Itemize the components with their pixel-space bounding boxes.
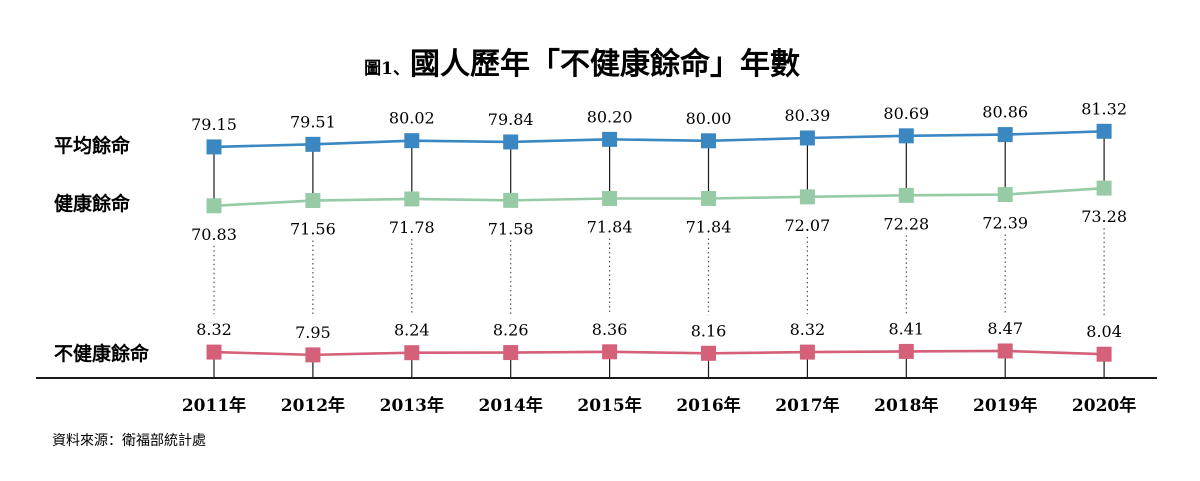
marker-1-2017年 (799, 189, 815, 205)
data-label-0-2017年: 80.39 (784, 106, 830, 125)
marker-2-2018年 (898, 343, 914, 359)
marker-2-2017年 (799, 344, 815, 360)
marker-1-2012年 (305, 193, 321, 209)
x-tick-label-2013年: 2013年 (380, 395, 444, 416)
value-labels: 79.15 79.51 80.02 79.84 80.20 80.00 80.39 80.69… (191, 99, 1127, 342)
marker-2-2016年 (701, 345, 716, 361)
marker-1-2014年 (503, 192, 519, 208)
marker-0-2013年 (404, 133, 420, 149)
series-name-0: 平均餘命 (54, 134, 131, 157)
marker-1-2011年 (206, 198, 222, 214)
data-label-0-2015年: 80.20 (587, 107, 633, 126)
marker-1-2019年 (997, 187, 1013, 203)
data-label-0-2019年: 80.86 (982, 103, 1028, 122)
x-tick-label-2014年: 2014年 (479, 395, 543, 416)
marker-0-2012年 (305, 136, 321, 152)
data-label-1-2017年: 72.07 (784, 216, 830, 235)
marker-0-2016年 (701, 133, 716, 149)
data-label-2-2019年: 8.47 (987, 319, 1023, 338)
data-label-1-2016年: 71.84 (686, 218, 732, 237)
marker-1-2020年 (1096, 180, 1112, 196)
data-label-1-2019年: 72.39 (982, 214, 1028, 233)
chart-title: 國人歷年「不健康餘命」年數 (410, 47, 800, 82)
series-line-2 (213, 349, 1105, 357)
marker-0-2015年 (602, 131, 618, 147)
marker-0-2020年 (1096, 123, 1112, 139)
marker-0-2014年 (503, 134, 519, 150)
marker-1-2018年 (898, 187, 914, 203)
series-name-1: 健康餘命 (54, 192, 131, 215)
marker-0-2017年 (799, 130, 815, 146)
x-tick-label-2020年: 2020年 (1072, 395, 1136, 416)
data-label-0-2011年: 79.15 (191, 115, 237, 134)
source-note: 資料來源：衛福部統計處 (52, 433, 206, 449)
data-label-0-2020年: 81.32 (1081, 99, 1127, 118)
data-label-2-2012年: 7.95 (295, 323, 331, 342)
data-label-0-2012年: 79.51 (290, 112, 336, 131)
marker-0-2019年 (997, 127, 1013, 143)
data-label-2-2017年: 8.32 (790, 320, 826, 339)
x-tick-label-2018年: 2018年 (874, 395, 938, 416)
series-line-0 (213, 129, 1105, 149)
marker-2-2019年 (997, 343, 1013, 359)
series-line-1 (213, 186, 1105, 208)
x-axis-tick-labels: 2011年 2012年 2013年 2014年 2015年 2016年 2017年 2018年… (182, 395, 1136, 416)
connector-lines (213, 131, 1105, 378)
data-label-1-2013年: 71.78 (389, 218, 435, 237)
chart-title-prefix: 圖1、 (364, 59, 410, 79)
data-label-2-2018年: 8.41 (888, 319, 924, 338)
data-label-2-2013年: 8.24 (394, 321, 430, 340)
x-tick-label-2016年: 2016年 (676, 395, 740, 416)
marker-2-2014年 (503, 345, 519, 361)
marker-0-2011年 (206, 139, 222, 155)
data-label-1-2018年: 72.28 (883, 214, 929, 233)
data-label-0-2013年: 80.02 (389, 109, 435, 128)
data-label-2-2015年: 8.36 (592, 320, 628, 339)
x-tick-label-2015年: 2015年 (577, 395, 641, 416)
x-tick-label-2017年: 2017年 (775, 395, 839, 416)
marker-1-2013年 (404, 191, 420, 207)
marker-1-2015年 (602, 191, 618, 207)
data-label-1-2011年: 70.83 (191, 225, 237, 244)
series-name-2: 不健康餘命 (54, 342, 150, 365)
marker-2-2013年 (404, 345, 420, 361)
series-markers (206, 123, 1112, 363)
data-label-2-2011年: 8.32 (196, 320, 232, 339)
marker-2-2012年 (305, 347, 321, 363)
data-label-0-2018年: 80.69 (883, 104, 929, 123)
series-lines (213, 129, 1105, 357)
data-label-2-2020年: 8.04 (1086, 322, 1122, 341)
data-label-0-2014年: 79.84 (488, 110, 534, 129)
data-label-1-2015年: 71.84 (587, 218, 633, 237)
x-tick-label-2012年: 2012年 (281, 395, 345, 416)
x-tick-label-2019年: 2019年 (973, 395, 1037, 416)
data-label-1-2012年: 71.56 (290, 220, 336, 239)
data-label-2-2014年: 8.26 (493, 321, 529, 340)
data-label-1-2014年: 71.58 (488, 219, 534, 238)
x-tick-label-2011年: 2011年 (182, 395, 246, 416)
data-label-0-2016年: 80.00 (686, 109, 732, 128)
data-label-2-2016年: 8.16 (691, 321, 727, 340)
marker-0-2018年 (898, 128, 914, 144)
marker-1-2016年 (701, 191, 716, 207)
marker-2-2020年 (1096, 346, 1112, 362)
marker-2-2015年 (602, 344, 618, 360)
data-label-1-2020年: 73.28 (1081, 207, 1127, 226)
marker-2-2011年 (206, 344, 222, 360)
